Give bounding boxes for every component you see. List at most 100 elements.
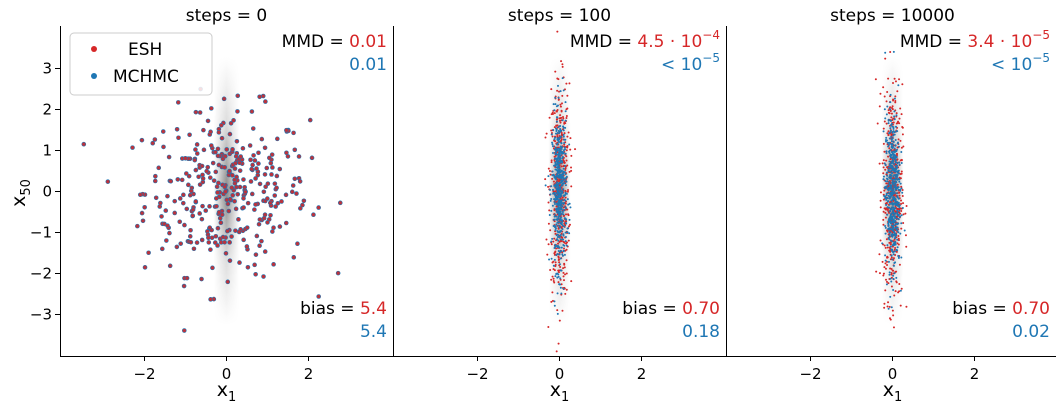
point-mchmc (892, 210, 895, 213)
point-esh (164, 208, 168, 213)
scatter-points (874, 50, 908, 329)
point-esh (563, 241, 566, 244)
point-esh (271, 262, 276, 267)
point-esh (548, 170, 551, 173)
point-esh (887, 77, 890, 80)
point-mchmc (561, 183, 564, 186)
point-mchmc (562, 129, 565, 132)
point-mchmc (892, 196, 895, 199)
point-esh (892, 257, 895, 260)
point-esh (556, 309, 559, 312)
point-esh (558, 261, 561, 264)
point-esh (550, 159, 553, 162)
point-esh (198, 182, 202, 187)
point-esh (248, 143, 252, 148)
point-esh (249, 167, 254, 171)
point-esh (273, 193, 277, 198)
point-mchmc (891, 168, 894, 171)
point-mchmc (557, 239, 560, 242)
point-mchmc (557, 195, 560, 198)
point-esh (153, 137, 157, 142)
bias-value: 5.4 (360, 299, 387, 319)
point-mchmc (900, 222, 903, 225)
point-esh (275, 137, 280, 141)
x-axis-label: x1 (217, 379, 237, 405)
mmd-value: 0.01 (349, 55, 387, 75)
point-esh (883, 150, 886, 153)
point-mchmc (894, 235, 897, 238)
point-esh (233, 161, 238, 165)
point-esh (253, 272, 258, 276)
point-esh (216, 147, 220, 151)
point-esh (561, 65, 564, 68)
point-mchmc (554, 245, 557, 248)
point-mchmc (559, 207, 562, 210)
point-esh (182, 328, 187, 333)
point-mchmc (552, 192, 555, 195)
point-esh (234, 207, 238, 211)
point-esh (241, 177, 246, 182)
point-esh (895, 280, 898, 283)
point-esh (181, 201, 186, 205)
point-esh (891, 269, 894, 272)
point-mchmc (890, 185, 893, 188)
point-esh (260, 137, 264, 141)
point-mchmc (562, 287, 565, 290)
point-mchmc (564, 179, 567, 182)
point-esh (886, 305, 889, 308)
point-mchmc (555, 198, 558, 201)
point-esh (208, 247, 213, 252)
point-mchmc (895, 192, 898, 195)
point-esh (553, 252, 556, 255)
mmd-label: MMD = (900, 32, 967, 52)
point-mchmc (894, 177, 897, 180)
point-esh (567, 188, 570, 191)
point-esh (178, 220, 182, 224)
point-esh (559, 121, 562, 124)
point-esh (567, 131, 570, 134)
panel-title: steps = 100 (508, 6, 611, 26)
point-esh (898, 117, 901, 120)
point-mchmc (887, 189, 890, 192)
point-esh (548, 209, 551, 212)
point-esh (225, 198, 229, 202)
point-esh (889, 267, 892, 270)
mmd-annotation-esh: MMD = 3.4 · 10−5 (900, 28, 1050, 52)
point-mchmc (561, 157, 564, 160)
point-esh (552, 190, 555, 193)
point-esh (889, 158, 892, 161)
point-mchmc (559, 125, 562, 128)
point-mchmc (888, 183, 891, 186)
point-esh (222, 165, 227, 170)
point-esh (158, 204, 162, 209)
point-mchmc (885, 283, 888, 286)
point-esh (888, 147, 891, 150)
point-mchmc (888, 234, 891, 237)
point-esh (175, 127, 179, 132)
point-mchmc (558, 263, 561, 266)
point-mchmc (555, 169, 558, 172)
point-mchmc (561, 224, 564, 227)
point-mchmc (557, 224, 560, 227)
point-esh (882, 210, 885, 213)
point-mchmc (561, 253, 564, 256)
point-esh (562, 206, 565, 209)
point-esh (558, 319, 561, 322)
point-mchmc (564, 119, 567, 122)
point-esh (549, 173, 552, 176)
point-mchmc (892, 189, 895, 192)
point-mchmc (558, 193, 561, 196)
point-esh (562, 117, 565, 120)
point-esh (316, 205, 321, 210)
mmd-annotation-mchmc: 0.01 (349, 55, 387, 75)
point-mchmc (561, 220, 564, 223)
point-esh (875, 270, 878, 273)
point-mchmc (559, 90, 562, 93)
point-mchmc (562, 170, 565, 173)
point-esh (207, 240, 211, 245)
point-esh (167, 155, 171, 159)
point-esh (276, 201, 280, 205)
point-esh (565, 149, 568, 152)
point-mchmc (553, 304, 556, 307)
point-esh (899, 107, 902, 110)
